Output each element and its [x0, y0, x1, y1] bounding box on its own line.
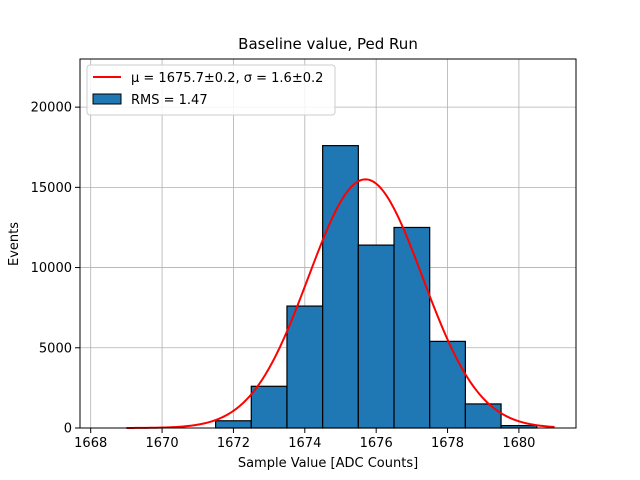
legend-swatch-rms — [92, 93, 122, 105]
legend-box — [86, 64, 336, 116]
histogram-bar — [250, 385, 288, 429]
y-tick-label: 0 — [64, 422, 72, 437]
histogram-bar — [464, 403, 502, 429]
plot-area: 1668 1670 1672 1674 1676 1678 1680 0 5000 10000 15… — [31, 58, 577, 451]
y-tick-label: 20000 — [31, 101, 72, 116]
histogram-bar — [357, 244, 395, 429]
chart-title: Baseline value, Ped Run — [238, 35, 418, 53]
y-axis-label: Events — [7, 222, 22, 266]
x-tick-label: 1676 — [360, 436, 393, 451]
x-tick-label: 1674 — [288, 436, 321, 451]
legend: μ = 1675.7±0.2, σ = 1.6±0.2 RMS = 1.47 — [86, 64, 336, 116]
x-tick-label: 1668 — [74, 436, 107, 451]
y-tick-label: 15000 — [31, 181, 72, 196]
x-tick-label: 1670 — [146, 436, 179, 451]
histogram-bar — [429, 340, 466, 429]
plot-frame — [79, 58, 577, 429]
legend-label-fit: μ = 1675.7±0.2, σ = 1.6±0.2 — [131, 71, 323, 86]
histogram-bar — [286, 305, 324, 429]
x-tick-label: 1672 — [217, 436, 250, 451]
y-tick-label: 5000 — [39, 341, 72, 356]
histogram-bar — [214, 420, 252, 429]
legend-label-rms: RMS = 1.47 — [131, 93, 208, 108]
histogram-bar — [322, 145, 359, 429]
x-axis-label: Sample Value [ADC Counts] — [238, 456, 418, 471]
fit-curve — [126, 178, 555, 429]
histogram-bar — [393, 226, 431, 429]
x-tick-label: 1678 — [431, 436, 464, 451]
y-tick-label: 10000 — [31, 261, 72, 276]
x-tick-label: 1680 — [502, 436, 535, 451]
